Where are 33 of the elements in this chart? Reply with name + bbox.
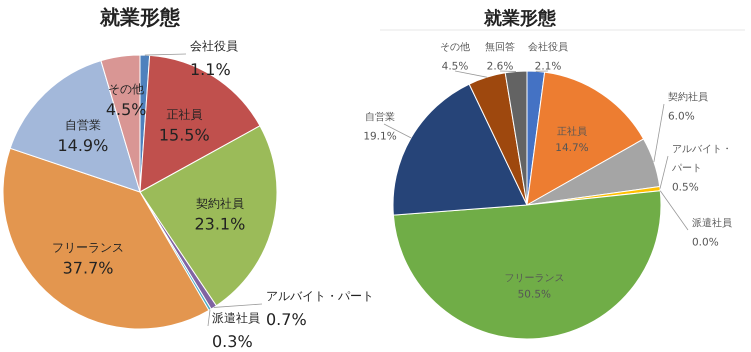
data-label: 0.5% xyxy=(672,182,699,194)
slice-label: その他 xyxy=(440,41,470,53)
chart-title: 就業形態 xyxy=(483,8,557,29)
slice-label: 自営業 xyxy=(365,111,395,123)
data-label: 19.1% xyxy=(363,130,397,142)
category-label: 派遣社員 xyxy=(692,218,732,229)
slice-label: 正社員 xyxy=(556,125,587,138)
data-label: 37.7% xyxy=(62,258,114,278)
slice-label: アルバイト・パート xyxy=(266,289,374,303)
data-label: 6.0% xyxy=(668,110,695,122)
data-label: 14.7% xyxy=(555,142,589,154)
chart-title: 就業形態 xyxy=(99,5,181,29)
slice-label: 契約社員 xyxy=(196,196,244,210)
data-label: 23.1% xyxy=(194,214,246,234)
slice-label: 自営業 xyxy=(64,118,101,132)
slice-label: 契約社員 xyxy=(668,91,708,103)
slice-label: フリーランス xyxy=(504,273,564,284)
slice-label: 会社役員 xyxy=(190,39,238,53)
text: 0.0% xyxy=(692,236,719,248)
data-label: 4.5% xyxy=(442,60,468,72)
data-label: 15.5% xyxy=(158,126,210,145)
data-label: 0.7% xyxy=(266,310,307,329)
data-label: 2.6% xyxy=(486,60,514,72)
slice-label: 会社役員 xyxy=(528,41,568,53)
slice-label: 正社員 xyxy=(166,108,202,122)
slice-label: 無回答 xyxy=(485,41,515,53)
data-label: 50.5% xyxy=(518,288,552,301)
slice-label: アルバイト・パート xyxy=(671,144,732,174)
slice-label: 派遣社員 xyxy=(212,311,260,325)
data-label: 2.1% xyxy=(534,60,562,72)
data-label: 0.3% xyxy=(212,332,253,351)
slice-label: フリーランス xyxy=(52,240,124,255)
data-label: 14.9% xyxy=(58,136,108,155)
